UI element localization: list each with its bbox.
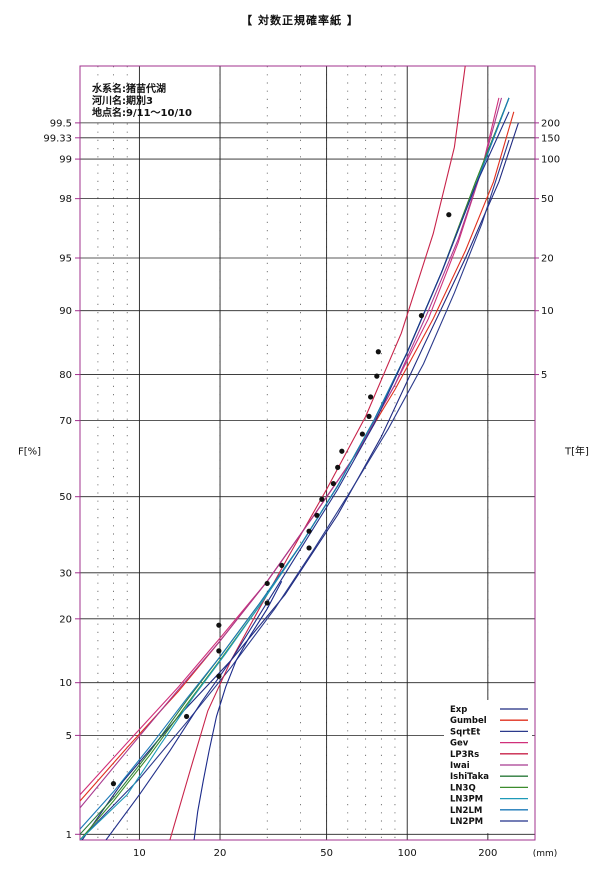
legend-label: LP3Rs [450, 750, 479, 760]
data-point [264, 580, 270, 587]
data-point [374, 373, 380, 379]
legend-label: SqrtEt [450, 727, 480, 737]
y-tick-label-left: 99.33 [43, 133, 72, 144]
curve-iwai [80, 97, 503, 809]
y-tick-label-left: 98 [59, 194, 72, 205]
data-point [366, 413, 372, 419]
data-point [339, 448, 345, 454]
x-tick-label: 200 [478, 848, 497, 859]
y-tick-label-left: 99 [59, 155, 72, 166]
y-tick-label-left: 80 [59, 370, 72, 381]
x-tick-label: 10 [133, 848, 146, 859]
info-line: 地点名:9/11〜10/10 [92, 106, 192, 119]
data-point [314, 512, 320, 518]
data-point [319, 496, 325, 502]
legend-background [444, 700, 532, 834]
y-tick-label-left: 99.5 [50, 118, 72, 129]
data-point [418, 312, 425, 319]
legend-label: Gev [450, 739, 469, 749]
data-point [216, 622, 222, 628]
y-tick-label-left: 20 [59, 614, 72, 625]
curve-unlabeled [193, 581, 283, 840]
observed-points [110, 212, 452, 787]
legend-label: Exp [450, 705, 467, 715]
data-point [368, 394, 374, 400]
data-point [446, 212, 452, 218]
grid [80, 66, 535, 840]
curve-gev [80, 97, 500, 796]
data-point [375, 349, 381, 355]
legend-label: LN2LM [450, 806, 482, 816]
legend-label: LN3Q [450, 783, 476, 793]
data-point [216, 673, 222, 679]
data-point [306, 545, 312, 551]
y-tick-label-right: 5 [541, 370, 547, 381]
y-tick-label-left: 70 [59, 416, 72, 427]
legend-label: IshiTaka [450, 772, 489, 782]
curve-sqrtet [80, 139, 510, 840]
data-point [110, 781, 117, 787]
legend-label: LN3PM [450, 795, 483, 805]
plot-frame [79, 65, 536, 841]
y-tick-label-left: 5 [66, 731, 72, 742]
data-point [183, 713, 190, 720]
axes: 1 5 10 20 30 50 70 80 90 95 98 99 99.33 99.5 5 10 20 50 10… [18, 65, 589, 859]
data-point [279, 562, 285, 568]
data-point [306, 528, 312, 534]
legend-label: Iwai [450, 761, 470, 771]
y-tick-label-left: 30 [59, 568, 72, 579]
y-tick-label-right: 150 [541, 133, 560, 144]
y-tick-label-right: 100 [541, 155, 560, 166]
y-tick-label-left: 1 [66, 830, 72, 841]
x-tick-label: 100 [398, 848, 417, 859]
x-tick-label: 50 [320, 848, 333, 859]
y-tick-label-right: 50 [541, 194, 554, 205]
data-point [335, 464, 341, 470]
y-tick-label-left: 10 [59, 678, 72, 689]
y-axis-label-left: F[%] [18, 447, 41, 458]
y-tick-label-left: 95 [59, 253, 72, 264]
data-point [216, 648, 222, 654]
data-point [264, 600, 270, 606]
data-point [359, 431, 365, 437]
legend-label: LN2PM [450, 817, 483, 827]
curve-ln2pm [105, 111, 510, 840]
info-line: 水系名:猪苗代湖 [91, 82, 166, 95]
y-tick-label-right: 20 [541, 253, 554, 264]
y-axis-label-right: T[年] [564, 445, 589, 458]
data-point [330, 480, 336, 487]
x-unit-label: (mm) [533, 849, 558, 859]
info-line: 河川名:期別3 [92, 94, 153, 107]
legend-label: Gumbel [450, 716, 487, 726]
curve-lp3rs [169, 66, 466, 840]
y-tick-label-left: 90 [59, 306, 72, 317]
y-tick-label-right: 10 [541, 306, 554, 317]
chart-title: 【 対数正規確率紙 】 [241, 14, 359, 27]
y-tick-label-right: 200 [541, 118, 560, 129]
y-tick-label-left: 50 [59, 492, 72, 503]
x-tick-label: 20 [214, 848, 227, 859]
